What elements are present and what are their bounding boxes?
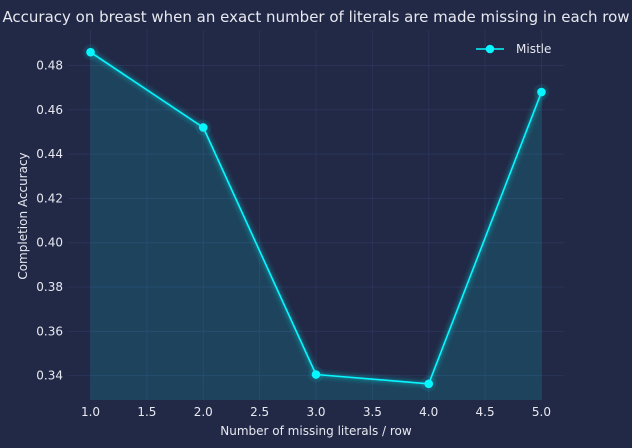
chart-title: Accuracy on breast when an exact number … xyxy=(2,8,629,26)
data-point xyxy=(311,370,321,379)
y-tick-label: 0.38 xyxy=(36,280,63,294)
y-tick-label: 0.48 xyxy=(36,58,63,72)
x-axis-ticks: 1.0 1.5 2.0 2.5 3.0 3.5 4.0 4.5 5.0 xyxy=(81,405,551,419)
x-tick-label: 2.0 xyxy=(194,405,213,419)
y-axis-ticks: 0.34 0.36 0.38 0.40 0.42 0.44 0.46 0.48 xyxy=(36,58,63,382)
x-tick-label: 4.5 xyxy=(476,405,495,419)
x-tick-label: 1.0 xyxy=(81,405,100,419)
y-tick-label: 0.42 xyxy=(36,191,63,205)
y-tick-label: 0.34 xyxy=(36,369,63,383)
x-tick-label: 3.0 xyxy=(306,405,325,419)
x-tick-label: 1.5 xyxy=(137,405,156,419)
y-tick-label: 0.46 xyxy=(36,103,63,117)
y-tick-label: 0.40 xyxy=(36,236,63,250)
legend: Mistle xyxy=(476,42,551,56)
x-tick-label: 3.5 xyxy=(363,405,382,419)
data-points xyxy=(82,44,550,392)
legend-marker xyxy=(485,44,495,54)
x-axis-label: Number of missing literals / row xyxy=(220,424,412,438)
grid xyxy=(68,30,564,400)
series-area-fill xyxy=(90,52,542,400)
y-tick-label: 0.44 xyxy=(36,147,63,161)
x-tick-label: 2.5 xyxy=(250,405,269,419)
series-area xyxy=(90,52,542,400)
x-tick-label: 5.0 xyxy=(532,405,551,419)
data-point xyxy=(198,123,208,132)
y-tick-label: 0.36 xyxy=(36,324,63,338)
data-point xyxy=(424,379,434,389)
x-tick-label: 4.0 xyxy=(419,405,438,419)
data-point xyxy=(537,87,546,97)
data-point xyxy=(86,47,95,57)
legend-label: Mistle xyxy=(516,42,551,56)
y-axis-label: Completion Accuracy xyxy=(16,152,30,279)
